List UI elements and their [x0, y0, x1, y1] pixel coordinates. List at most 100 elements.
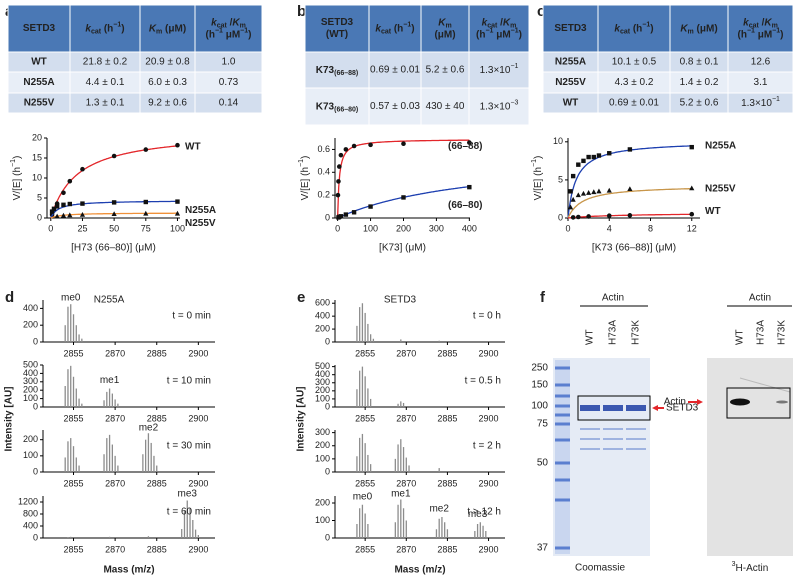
point	[570, 196, 576, 202]
point	[581, 158, 586, 164]
faint-band	[626, 428, 646, 430]
point	[143, 147, 149, 152]
y-tick-label: 200	[23, 320, 38, 330]
y-tick-label: 0.6	[317, 144, 330, 154]
panel-label: b	[297, 3, 306, 20]
text-part: 3	[732, 561, 736, 568]
x-tick-label: 2855	[355, 413, 375, 423]
text-part: −1	[298, 159, 305, 167]
table-value: 0.69 ± 0.01	[370, 65, 420, 76]
point	[338, 152, 344, 158]
marker-band	[555, 394, 570, 398]
point	[607, 151, 612, 156]
table-value: 9.2 ± 0.6	[148, 98, 187, 109]
table-value: 0.57 ± 0.03	[370, 101, 420, 112]
text-part: −1	[485, 28, 493, 35]
point	[689, 185, 695, 191]
text-part: m	[446, 23, 452, 30]
table-value: 0.69 ± 0.01	[609, 98, 659, 109]
scatter-chart: 0 0.2 0.4 0.6 0 100 200 300 400 [K73] (μM) V/[E] (…	[298, 138, 482, 254]
y-tick-label: 5	[37, 192, 42, 202]
text-part: −3	[510, 100, 518, 107]
y-tick-label: 0.2	[317, 190, 330, 200]
text-part: (h	[476, 29, 485, 40]
legend-label: WT	[185, 142, 201, 153]
marker-band	[555, 546, 570, 550]
lane-label-group: H73K	[777, 320, 788, 345]
scatter-chart: 0 5 10 15 20 0 25 50 75 100 [H73 (66–80)] (μM) V/[E…	[10, 132, 216, 253]
y-axis-label: V/[E] (h−1)	[10, 156, 22, 201]
table-cell	[597, 4, 671, 53]
point	[336, 164, 342, 169]
panel-label: d	[5, 289, 14, 306]
spectrum: 0 100 200 2855 2870 2885 2900 me2 t = 30 min	[23, 423, 215, 488]
point	[591, 189, 597, 195]
row-label: K73(66–80)	[316, 101, 359, 114]
peak-label: me2	[139, 423, 159, 434]
sample-band	[626, 405, 646, 411]
table-header: (h−1 μM−1)	[206, 28, 252, 40]
text-part: )	[411, 23, 414, 34]
table-header: (h−1 μM−1)	[476, 28, 522, 40]
peak-label: me3	[468, 509, 488, 520]
peak-label: me0	[61, 293, 81, 304]
legend-label: N255V	[705, 183, 736, 194]
y-tick-label: 100	[315, 515, 330, 525]
x-tick-label: 2885	[147, 544, 167, 554]
x-tick-label: 50	[109, 223, 119, 233]
point	[570, 215, 576, 220]
table-header: kcat (h−1)	[614, 22, 653, 36]
y-tick-label: 100	[23, 393, 38, 403]
text-part: K73	[316, 65, 335, 76]
y-tick-label: 300	[315, 377, 330, 387]
faint-band	[603, 448, 623, 450]
sample-band	[580, 405, 600, 411]
time-label: t = 0 min	[172, 311, 211, 322]
lane-label-group: H73A	[756, 320, 767, 345]
y-tick-label: 500	[315, 361, 330, 371]
lane-label-group: H73K	[631, 320, 642, 345]
y-axis-label: Intensity [AU]	[296, 387, 307, 452]
marker-band	[555, 383, 570, 387]
x-tick-label: 2855	[64, 413, 84, 423]
x-tick-label: 75	[141, 223, 151, 233]
time-label: t = 2 h	[473, 441, 501, 452]
point	[351, 143, 357, 149]
text-part: −1	[772, 28, 780, 35]
x-tick-label: 2855	[64, 544, 84, 554]
x-tick-label: 2900	[479, 348, 499, 358]
y-tick-label: 0	[37, 212, 42, 222]
band-box	[726, 387, 791, 419]
table: SETD3 kcat (h−1) Km (μM)kcat /Km(h−1 μM−1)…	[7, 4, 263, 114]
text-part: cat	[217, 23, 228, 30]
y-tick-label: 100	[315, 393, 330, 403]
band-label: Actin	[664, 397, 686, 408]
x-tick-label: 0	[565, 223, 570, 233]
y-tick-label: 800	[23, 508, 38, 518]
scatter-chart: 0 5 10 0 4 8 12 [K73 (66–88)] (μM) V/[E] (h−1) N2…	[531, 136, 736, 253]
text-part: m	[240, 23, 246, 30]
text-part: k	[743, 17, 749, 28]
spectrum-title: SETD3	[384, 295, 417, 306]
x-tick-label: 2885	[147, 348, 167, 358]
table-cell	[420, 87, 470, 126]
y-tick-label: 500	[23, 359, 38, 369]
point	[580, 190, 587, 196]
text-part: (μM)	[162, 23, 186, 34]
legend-label: (66–80)	[448, 200, 482, 211]
x-tick-label: 0	[48, 223, 53, 233]
gel-caption: Coomassie	[575, 563, 625, 574]
x-tick-label: 2870	[105, 413, 125, 423]
point	[67, 201, 72, 207]
text-part: 1.3×10	[480, 101, 511, 112]
y-tick-label: 400	[315, 369, 330, 379]
text-part: 1.3×10	[480, 65, 511, 76]
x-tick-label: 0	[335, 223, 340, 233]
table: SETD3(WT)kcat (h−1)Km(μM)kcat /Km(h−1 μM…	[304, 4, 530, 126]
y-label-group: Intensity [AU]	[296, 387, 307, 452]
sample-band	[603, 405, 623, 411]
point	[568, 189, 573, 194]
y-tick-label: 400	[23, 520, 38, 530]
point	[111, 153, 117, 159]
